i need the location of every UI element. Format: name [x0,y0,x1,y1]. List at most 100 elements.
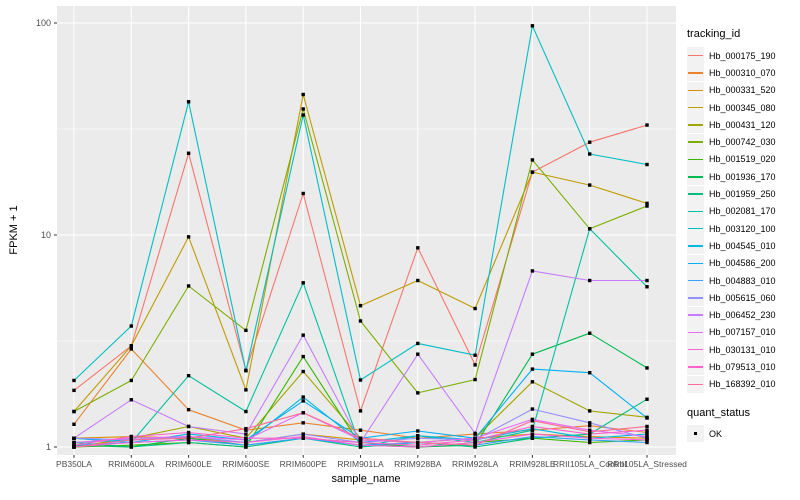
legend-key-swatch [687,116,704,134]
point-Hb_000742_030-RRIM600LE [186,284,191,288]
point-Hb_007157_010-RRII105LA_Stressed [645,434,649,439]
legend-item-Hb_079513_010: Hb_079513_010 [687,358,799,376]
point-Hb_168392_010-RRII105LA_Control [588,430,592,434]
legend-item-label: Hb_004883_010 [709,275,776,286]
legend-key-swatch [687,306,704,324]
x-tick-label-RRIM600LA: RRIM600LA [108,459,155,469]
point-Hb_000431_120-RRIM600PE [301,369,305,374]
point-Hb_003120_100-RRII105LA_Stressed [645,162,649,167]
legend-item-label: Hb_003120_100 [709,223,776,234]
legend-item-Hb_002081_170: Hb_002081_170 [687,202,799,220]
point-Hb_003120_100-RRIM600LA [129,324,133,328]
point-Hb_004545_010-RRIM600PE [301,395,305,399]
point-Hb_168392_010-RRIM928BA [416,440,420,445]
legend-key-line-icon [688,245,703,247]
legend-key-line-icon [688,383,703,386]
point-Hb_000345_080-RRIM928LA [473,306,477,311]
point-Hb_006452_230-RRII105LA_Control [588,278,592,283]
point-Hb_004586_200-RRIM600PE [301,399,305,403]
point-Hb_000431_120-RRII105LA_Control [588,409,592,413]
legend-key-swatch [687,341,704,359]
legend-item-ok: OK [687,425,799,443]
legend-item-Hb_004883_010: Hb_004883_010 [687,272,799,289]
point-Hb_000345_080-RRII105LA_Stressed [645,201,649,206]
legend-item-Hb_000431_120: Hb_000431_120 [687,116,799,134]
point-Hb_004883_010-RRIM600SE [244,443,248,447]
point-Hb_006452_230-RRIM600SE [244,432,248,436]
legend-item-Hb_000742_030: Hb_000742_030 [687,133,799,151]
legend-item-Hb_000331_520: Hb_000331_520 [687,81,799,99]
legend-item-label: Hb_001959_250 [709,189,776,200]
legend-key-swatch [687,289,704,307]
point-Hb_006452_230-PB350LA [72,436,76,440]
legend-key-line-icon [688,158,703,161]
point-Hb_000310_070-RRIM600PE [301,421,305,425]
point-Hb_002081_170-RRIM600SE [244,409,248,414]
point-Hb_168392_010-RRIM600SE [244,426,248,431]
legend-key-line-icon [688,210,703,213]
legend-item-label: Hb_168392_010 [709,379,776,390]
point-Hb_168392_010-RRIM600PE [301,411,305,415]
x-tick-label-RRII105LA_Control: RRII105LA_Control [553,459,627,469]
x-tick-label-RRIM928LA: RRIM928LA [452,459,499,469]
point-Hb_001959_250-RRIM600LA [129,445,133,449]
y-tick-label-1: 1 [46,442,51,452]
point-Hb_001959_250-RRIM928LA [473,445,477,449]
point-Hb_079513_010-RRIM600LA [129,434,133,439]
x-tick-label-RRIM600PE: RRIM600PE [280,459,328,469]
legend-key-line-icon [688,89,703,92]
legend-key-swatch [687,237,704,255]
legend-key-line-icon [688,176,703,178]
legend-key-swatch [687,220,704,238]
point-Hb_079513_010-RRII105LA_Control [588,432,592,436]
point-Hb_168392_010-RRIM600LA [129,438,133,442]
legend-item-label: Hb_030131_010 [709,344,776,355]
legend-key-swatch [687,99,704,117]
point-Hb_003120_100-RRIM901LA [358,378,363,382]
point-Hb_000175_190-RRIM600PE [301,191,305,196]
point-Hb_079513_010-PB350LA [72,443,76,447]
legend-key-swatch [687,202,704,220]
point-Hb_003120_100-RRIM600LE [186,100,191,104]
point-Hb_079513_010-RRIM928LA [473,438,477,442]
point-Hb_001936_170-RRIM928LE [530,352,535,356]
legend-key-swatch [687,358,704,376]
point-Hb_005615_060-RRIM600PE [301,432,305,436]
legend-key-swatch [687,168,704,186]
legend-key-swatch [687,185,704,203]
legend-key-swatch [687,425,704,443]
point-Hb_002081_170-RRII105LA_Stressed [645,285,649,289]
legend-item-Hb_001936_170: Hb_001936_170 [687,168,799,186]
legend-title-tracking-id: tracking_id [687,28,741,40]
legend-item-label: Hb_000175_190 [709,50,776,61]
point-Hb_000345_080-RRII105LA_Control [588,183,592,187]
x-tick-label-RRIM928LE: RRIM928LE [509,459,556,469]
legend-item-label: Hb_006452_230 [709,310,776,321]
point-Hb_000345_080-RRIM600LE [186,235,191,239]
legend-item-label: Hb_000331_520 [709,85,776,96]
legend-key-line-icon [688,314,703,316]
x-tick-label-RRIM928BA: RRIM928BA [394,459,442,469]
point-Hb_001959_250-RRII105LA_Stressed [645,397,649,401]
point-Hb_000742_030-RRIM600SE [244,328,248,333]
point-Hb_001936_170-RRII105LA_Stressed [645,366,649,370]
point-Hb_004883_010-RRII105LA_Stressed [645,440,649,445]
point-Hb_168392_010-RRIM600LE [186,436,191,440]
point-Hb_168392_010-RRII105LA_Stressed [645,424,649,429]
point-Hb_003120_100-RRIM600PE [301,113,305,117]
point-Hb_079513_010-RRIM600PE [301,436,305,440]
point-Hb_001959_250-RRIM600LE [186,440,191,445]
legend-item-Hb_007157_010: Hb_007157_010 [687,323,799,341]
x-tick-label-PB350LA: PB350LA [56,459,92,469]
point-Hb_006452_230-RRIM928LE [530,269,535,273]
point-Hb_079513_010-RRIM901LA [358,440,363,445]
legend-key-swatch [687,81,704,99]
legend-item-Hb_168392_010: Hb_168392_010 [687,375,799,393]
legend-item-label: OK [709,428,723,439]
legend-key-line-icon [688,124,703,126]
point-Hb_000310_070-RRIM600LE [186,407,191,412]
point-Hb_001959_250-RRIM600SE [244,445,248,449]
point-Hb_000742_030-RRIM901LA [358,319,363,323]
point-Hb_000345_080-RRIM600SE [244,388,248,392]
legend-key-swatch [687,375,704,393]
